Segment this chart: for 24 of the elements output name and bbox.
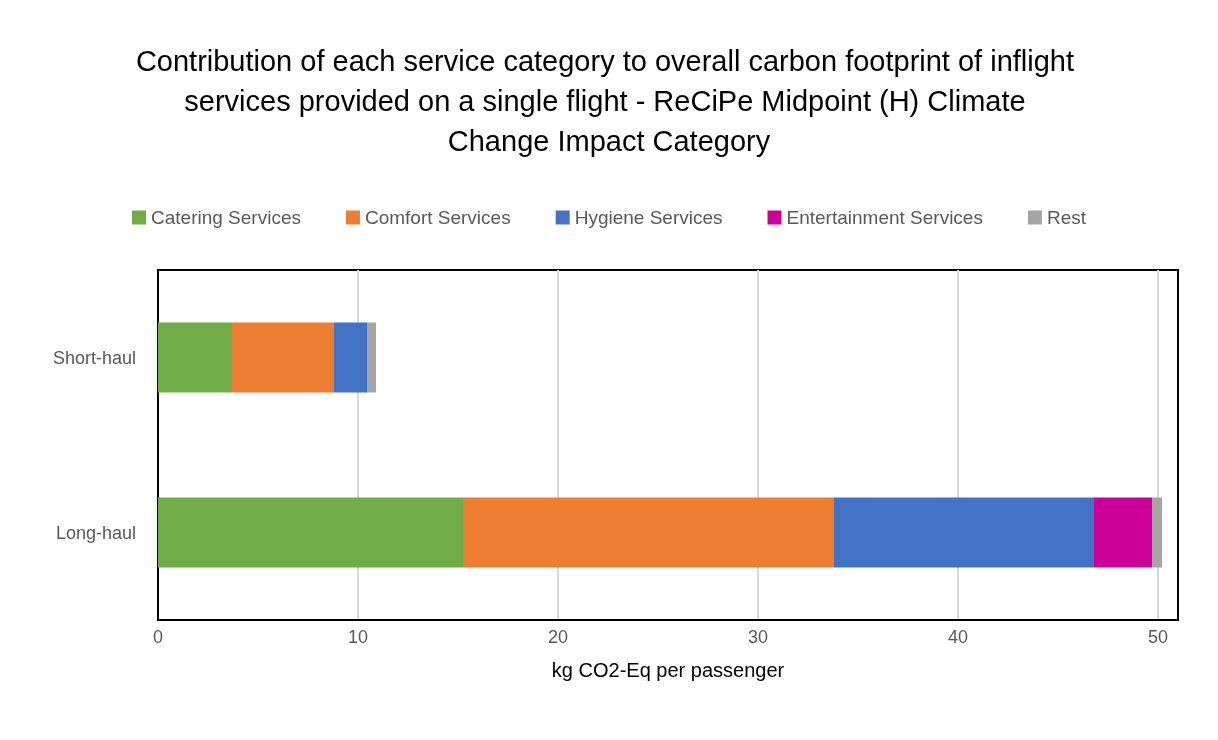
legend-label: Entertainment Services <box>786 207 983 228</box>
bar <box>367 322 376 393</box>
legend-label: Hygiene Services <box>574 207 723 228</box>
x-tick-label: 50 <box>1147 627 1169 647</box>
legend-label: Catering Services <box>151 207 301 228</box>
bar <box>1094 497 1152 568</box>
bar <box>834 497 1094 568</box>
y-tick-label: Short-haul <box>52 347 136 368</box>
x-tick-label: 30 <box>747 627 769 647</box>
legend-label: Comfort Services <box>364 207 511 228</box>
x-tick-label: 0 <box>152 627 164 647</box>
bar <box>232 322 334 393</box>
bar <box>158 322 232 393</box>
legend-label: Rest <box>1046 207 1087 228</box>
chart-title: Contribution of each service category to overall carbon footprint of inflight services provided on a single flight - ReCiPe Midpoint (H) Climate Change Impact Category <box>135 45 1083 157</box>
bar <box>1152 497 1162 568</box>
bar <box>463 497 834 568</box>
bar <box>158 497 463 568</box>
y-tick-label: Long-haul <box>55 522 136 543</box>
x-tick-label: 20 <box>547 627 569 647</box>
x-axis-title: kg CO2-Eq per passenger <box>551 659 785 681</box>
bar <box>334 322 367 393</box>
x-tick-label: 10 <box>347 627 369 647</box>
x-tick-label: 40 <box>947 627 969 647</box>
